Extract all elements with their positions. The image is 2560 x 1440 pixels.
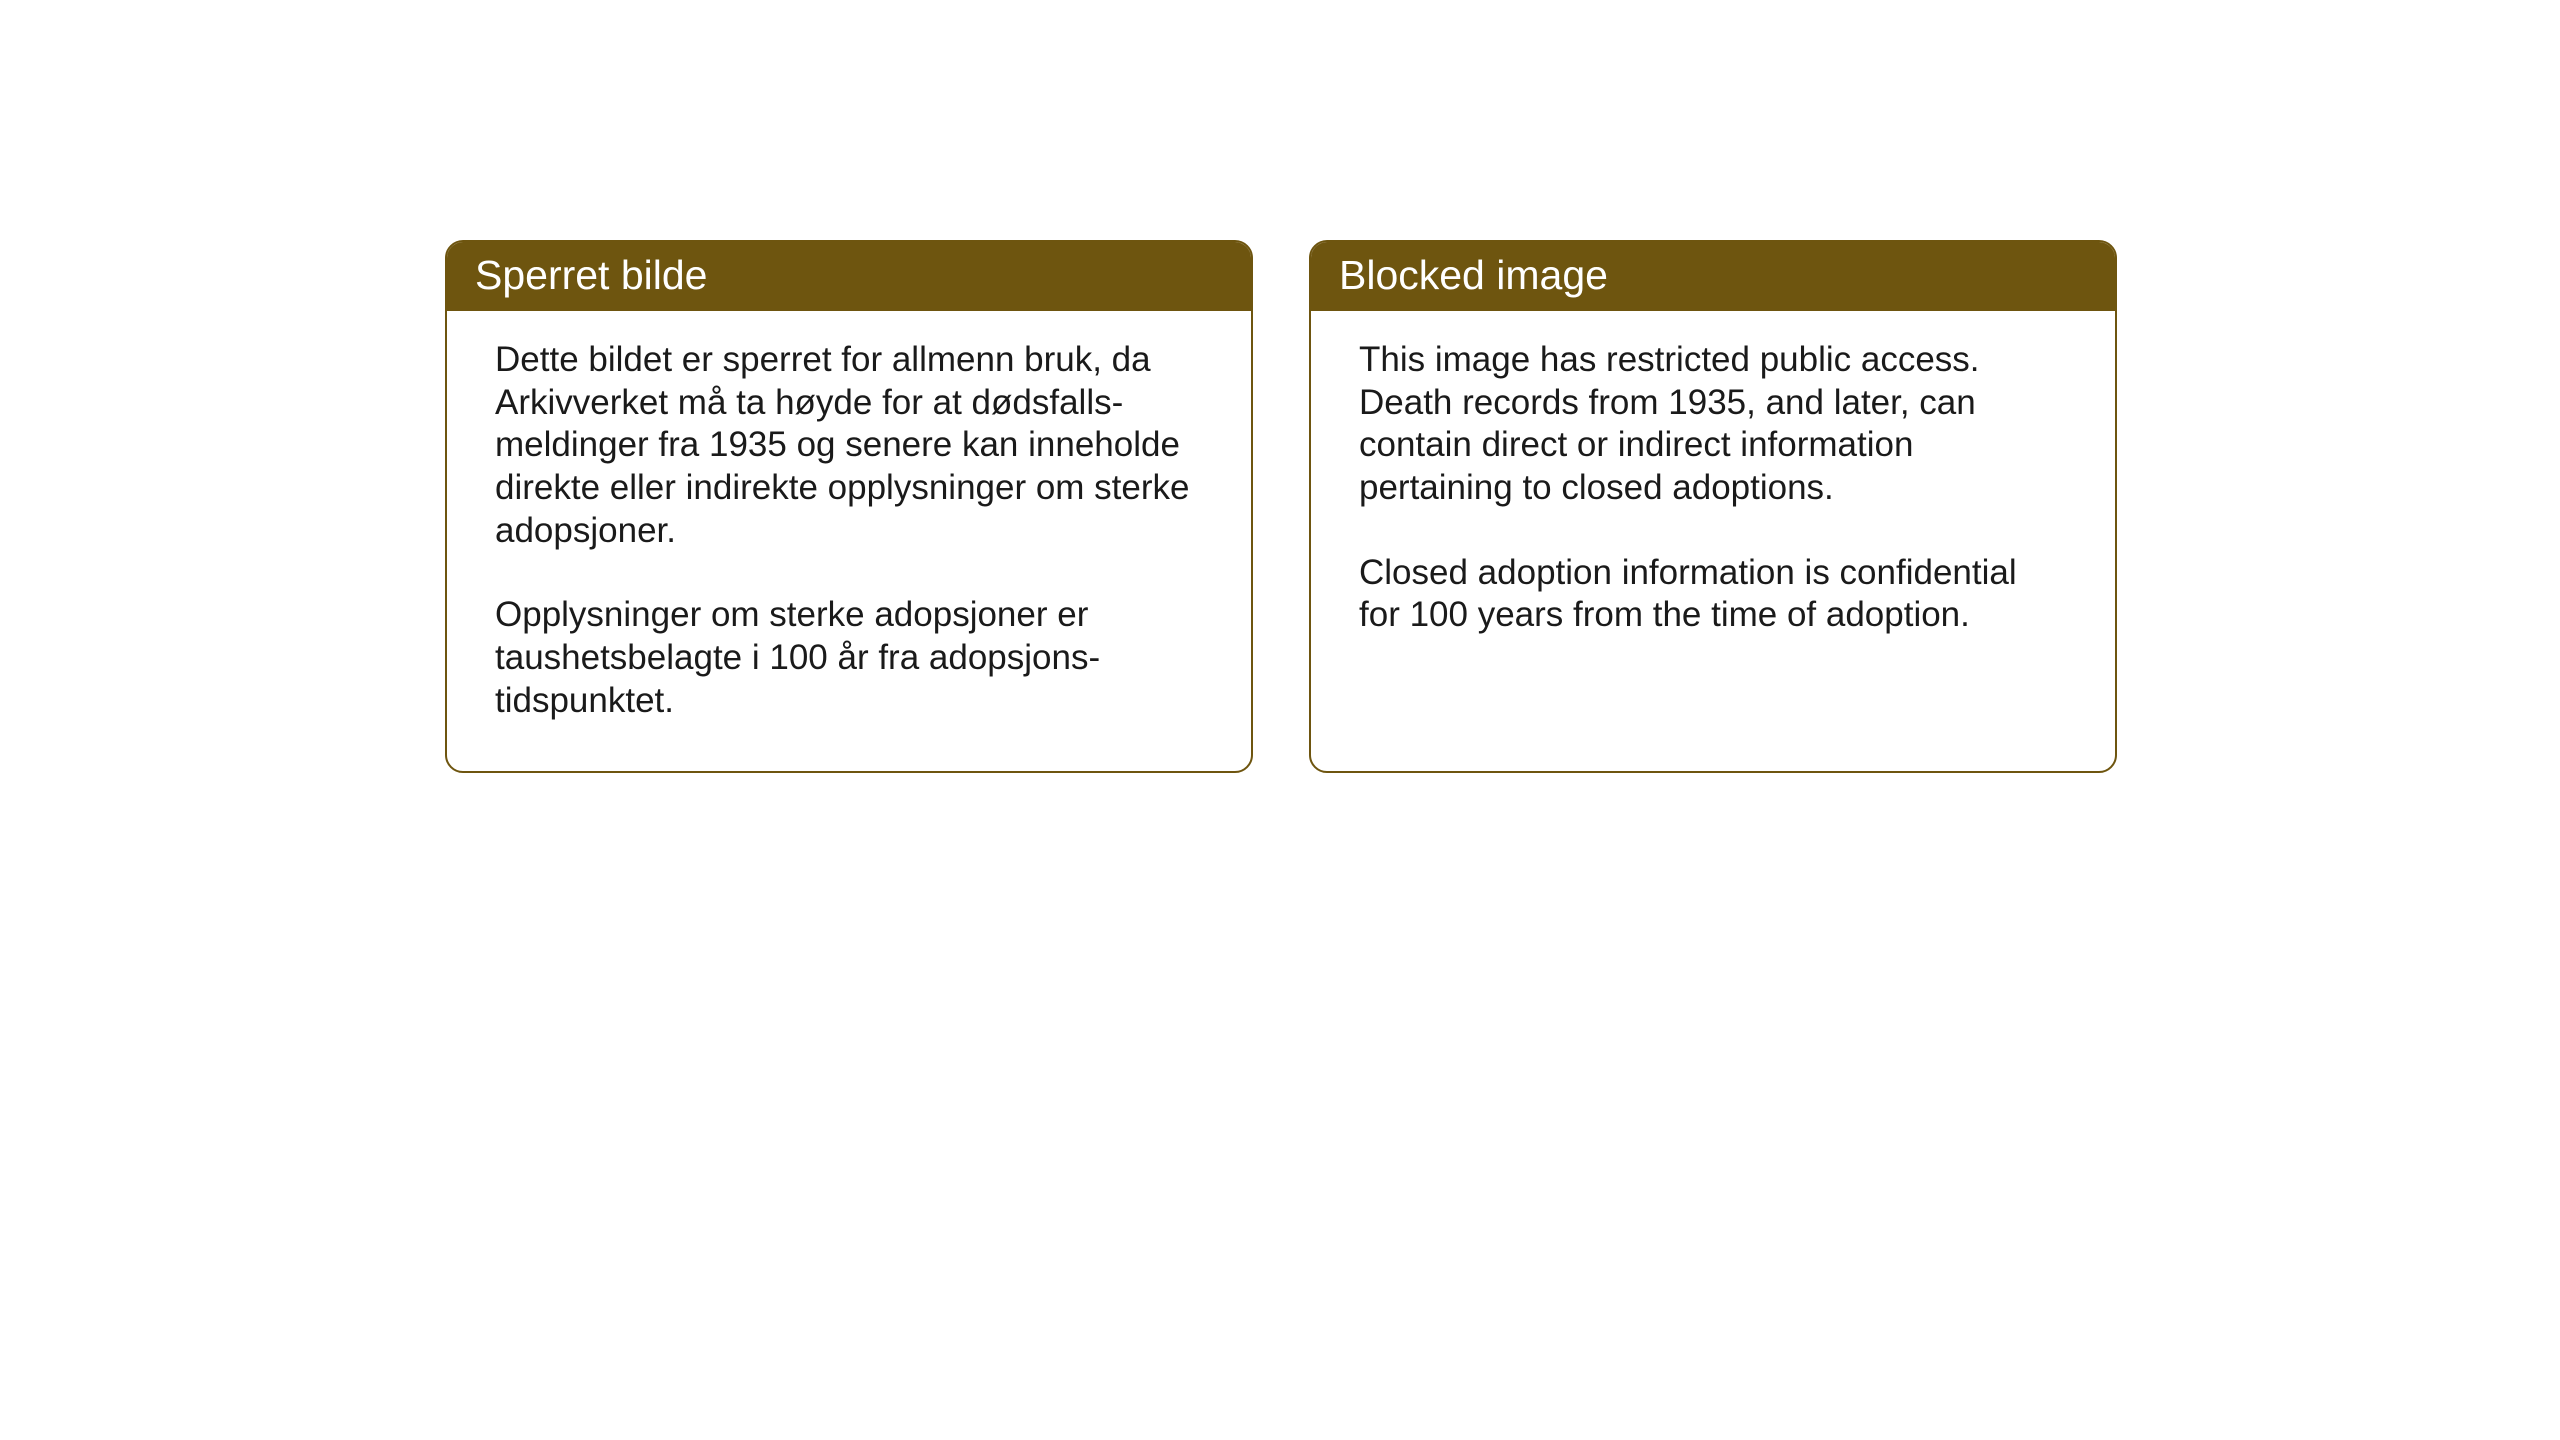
card-title-norwegian: Sperret bilde (475, 252, 707, 298)
card-header-norwegian: Sperret bilde (447, 242, 1251, 311)
card-text-norwegian: Dette bildet er sperret for allmenn bruk… (495, 339, 1203, 723)
card-title-english: Blocked image (1339, 252, 1608, 298)
paragraph-2-norwegian: Opplysninger om sterke adopsjoner er tau… (495, 594, 1203, 722)
card-body-english: This image has restricted public access.… (1311, 311, 2115, 685)
paragraph-1-english: This image has restricted public access.… (1359, 339, 2067, 510)
card-norwegian: Sperret bilde Dette bildet er sperret fo… (445, 240, 1253, 773)
card-header-english: Blocked image (1311, 242, 2115, 311)
paragraph-1-norwegian: Dette bildet er sperret for allmenn bruk… (495, 339, 1203, 552)
card-english: Blocked image This image has restricted … (1309, 240, 2117, 773)
card-text-english: This image has restricted public access.… (1359, 339, 2067, 637)
paragraph-2-english: Closed adoption information is confident… (1359, 552, 2067, 637)
card-body-norwegian: Dette bildet er sperret for allmenn bruk… (447, 311, 1251, 771)
cards-container: Sperret bilde Dette bildet er sperret fo… (445, 240, 2117, 773)
